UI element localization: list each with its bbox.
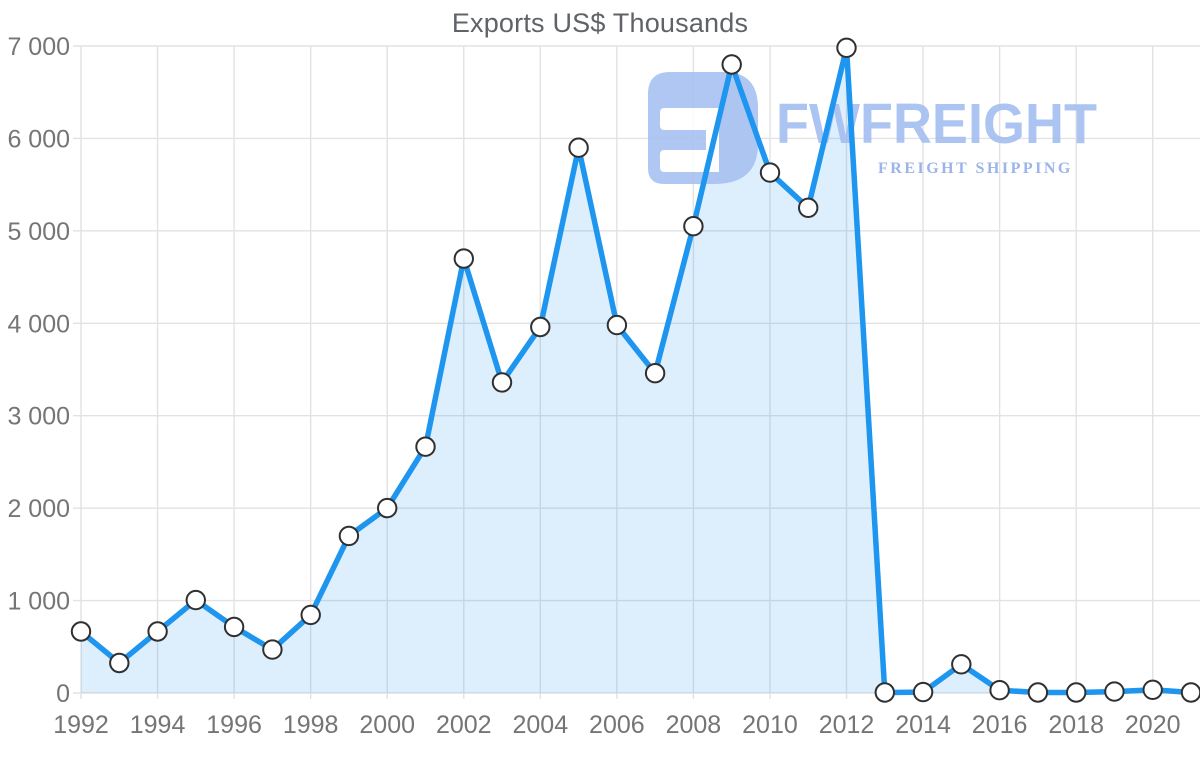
y-axis-tick-label: 4 000 xyxy=(7,310,70,338)
data-point-markers xyxy=(70,37,1200,703)
y-axis-tick-label: 1 000 xyxy=(7,588,70,616)
y-axis-tick-label: 7 000 xyxy=(7,33,70,61)
x-axis-tick-label: 1992 xyxy=(53,711,109,739)
data-point-2007[interactable] xyxy=(644,363,666,384)
x-axis-tick-label: 2018 xyxy=(1048,711,1104,739)
x-axis-tick-label: 1998 xyxy=(283,711,339,739)
x-axis-tick-label: 2002 xyxy=(436,711,492,739)
data-point-2000[interactable] xyxy=(377,497,398,519)
data-point-2004[interactable] xyxy=(530,316,551,338)
x-axis-tick-label: 2014 xyxy=(895,711,951,739)
data-point-2020[interactable] xyxy=(1142,679,1163,700)
data-point-1994[interactable] xyxy=(147,621,168,642)
x-axis-tick-label: 2004 xyxy=(512,711,568,739)
x-axis-tick-label: 1996 xyxy=(206,711,262,739)
x-axis-tick-label: 2010 xyxy=(742,711,798,739)
data-point-2011[interactable] xyxy=(798,197,819,219)
data-point-1992[interactable] xyxy=(70,621,92,642)
data-point-2018[interactable] xyxy=(1066,682,1087,703)
y-axis-tick-label: 6 000 xyxy=(7,125,70,153)
data-point-2009[interactable] xyxy=(721,54,742,75)
data-point-1993[interactable] xyxy=(109,652,130,674)
data-point-2006[interactable] xyxy=(606,314,628,336)
x-axis-tick-label: 2016 xyxy=(972,711,1028,739)
data-point-1999[interactable] xyxy=(338,525,360,547)
x-axis-tick-label: 2000 xyxy=(359,711,415,739)
data-point-2001[interactable] xyxy=(415,436,436,457)
data-point-1996[interactable] xyxy=(223,616,245,638)
horizontal-gridlines xyxy=(73,45,1200,694)
data-point-2002[interactable] xyxy=(453,248,474,269)
y-axis-tick-label: 0 xyxy=(56,680,70,708)
x-axis-tick-label: 2020 xyxy=(1125,711,1181,739)
data-point-2010[interactable] xyxy=(759,162,781,183)
x-axis-tick-label: 2006 xyxy=(589,711,645,739)
chart-title: Exports US$ Thousands xyxy=(451,8,749,38)
data-point-2003[interactable] xyxy=(491,372,513,393)
data-point-1995[interactable] xyxy=(185,589,207,611)
x-axis-tick-label: 2008 xyxy=(666,711,722,739)
data-point-1997[interactable] xyxy=(262,639,283,660)
data-point-2017[interactable] xyxy=(1027,682,1049,703)
data-point-2008[interactable] xyxy=(683,216,704,237)
data-point-2012[interactable] xyxy=(836,37,857,58)
data-point-2016[interactable] xyxy=(989,680,1010,701)
data-point-2005[interactable] xyxy=(568,137,589,158)
data-point-1998[interactable] xyxy=(300,604,321,626)
y-axis-tick-label: 5 000 xyxy=(7,218,70,246)
y-axis-tick-label: 3 000 xyxy=(7,403,70,431)
y-axis-tick-label: 2 000 xyxy=(7,495,70,523)
data-point-2015[interactable] xyxy=(951,654,972,675)
data-point-2014[interactable] xyxy=(912,681,934,703)
data-point-2019[interactable] xyxy=(1104,681,1125,702)
x-axis-tick-label: 2012 xyxy=(819,711,875,739)
data-point-2013[interactable] xyxy=(874,682,895,703)
data-point-2021[interactable] xyxy=(1180,682,1200,703)
x-axis-tick-label: 1994 xyxy=(130,711,186,739)
exports-series-line xyxy=(78,45,1194,696)
